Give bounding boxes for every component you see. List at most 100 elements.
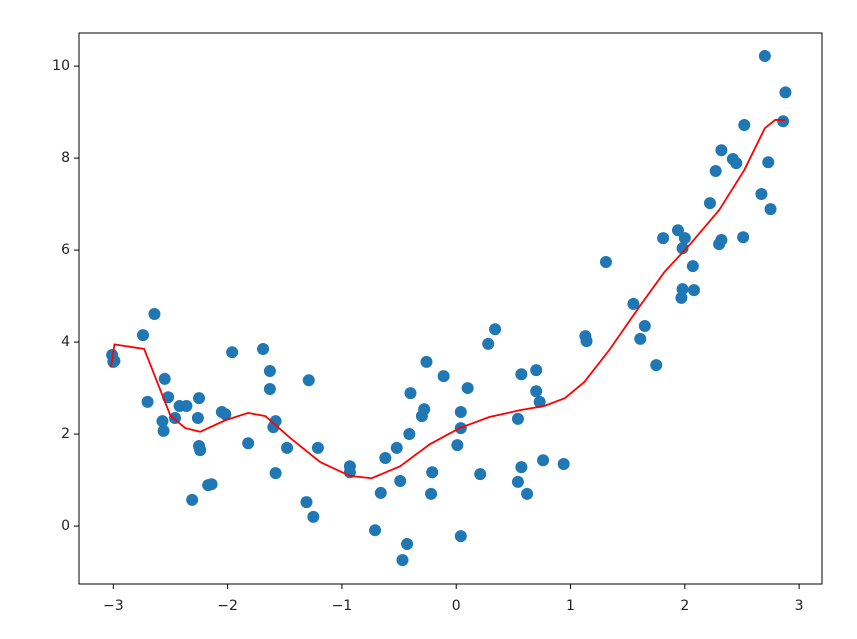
scatter-point bbox=[675, 291, 688, 304]
scatter-point bbox=[461, 382, 474, 395]
scatter-point bbox=[715, 233, 728, 246]
y-tick-label: 10 bbox=[52, 58, 70, 74]
scatter-point bbox=[374, 486, 387, 499]
scatter-point bbox=[180, 400, 193, 413]
scatter-point bbox=[730, 157, 743, 170]
x-tick-label: 1 bbox=[566, 598, 575, 614]
scatter-point bbox=[418, 403, 431, 416]
scatter-point bbox=[650, 359, 663, 372]
scatter-point bbox=[394, 474, 407, 487]
scatter-point bbox=[758, 49, 771, 62]
scatter-point bbox=[671, 224, 684, 237]
scatter-point bbox=[638, 319, 651, 332]
scatter-point bbox=[779, 86, 792, 99]
scatter-point bbox=[269, 467, 282, 480]
scatter-point bbox=[137, 329, 150, 342]
scatter-point bbox=[157, 424, 170, 437]
scatter-point bbox=[676, 283, 689, 296]
scatter-point bbox=[307, 510, 320, 523]
scatter-point bbox=[302, 374, 315, 387]
scatter-point bbox=[533, 395, 546, 408]
scatter-point bbox=[267, 421, 280, 434]
scatter-point bbox=[451, 439, 464, 452]
scatter-point bbox=[263, 365, 276, 378]
x-tick-label: 0 bbox=[452, 598, 461, 614]
y-tick-label: 6 bbox=[61, 242, 70, 258]
scatter-point bbox=[379, 451, 392, 464]
x-tick-label: −3 bbox=[103, 598, 124, 614]
scatter-point bbox=[530, 385, 543, 398]
scatter-point bbox=[242, 437, 255, 450]
scatter-point bbox=[557, 457, 570, 470]
scatter-point bbox=[108, 354, 121, 367]
scatter-point bbox=[703, 197, 716, 210]
scatter-point bbox=[482, 337, 495, 350]
x-tick-label: 3 bbox=[795, 598, 804, 614]
scatter-point bbox=[489, 323, 502, 336]
scatter-point bbox=[678, 232, 691, 245]
scatter-point bbox=[474, 468, 487, 481]
scatter-point bbox=[401, 537, 414, 550]
scatter-point bbox=[634, 332, 647, 345]
scatter-point bbox=[515, 461, 528, 474]
scatter-point bbox=[426, 466, 439, 479]
scatter-point bbox=[537, 454, 550, 467]
scatter-point bbox=[599, 256, 612, 269]
scatter-point bbox=[437, 370, 450, 383]
x-tick-label: −2 bbox=[217, 598, 238, 614]
y-tick-label: 8 bbox=[61, 150, 70, 166]
scatter-point bbox=[425, 487, 438, 500]
scatter-point bbox=[226, 346, 239, 359]
scatter-point bbox=[148, 308, 161, 321]
scatter-point bbox=[521, 487, 534, 500]
scatter-point bbox=[300, 496, 313, 509]
y-tick-label: 2 bbox=[61, 426, 70, 442]
scatter-point bbox=[762, 156, 775, 169]
scatter-point bbox=[764, 203, 777, 216]
scatter-point bbox=[141, 395, 154, 408]
scatter-point bbox=[194, 444, 207, 457]
scatter-point bbox=[158, 372, 171, 385]
scatter-point bbox=[686, 260, 699, 273]
scatter-point bbox=[709, 164, 722, 177]
scatter-point bbox=[515, 368, 528, 381]
scatter-point bbox=[369, 524, 382, 537]
scatter-point bbox=[390, 441, 403, 454]
x-tick-label: −1 bbox=[332, 598, 353, 614]
scatter-point bbox=[281, 441, 294, 454]
scatter-point bbox=[676, 242, 689, 255]
scatter-point bbox=[205, 478, 218, 491]
scatter-point bbox=[627, 297, 640, 310]
scatter-point bbox=[511, 475, 524, 488]
y-tick-label: 4 bbox=[61, 334, 70, 350]
scatter-point bbox=[454, 405, 467, 418]
y-tick-label: 0 bbox=[61, 518, 70, 534]
scatter-point bbox=[738, 118, 751, 131]
scatter-point bbox=[687, 284, 700, 297]
scatter-point bbox=[186, 493, 199, 506]
scatter-point bbox=[580, 335, 593, 348]
x-tick-label: 2 bbox=[680, 598, 689, 614]
scatter-point bbox=[311, 441, 324, 454]
scatter-point bbox=[454, 530, 467, 543]
scatter-point bbox=[530, 364, 543, 377]
scatter-point bbox=[156, 415, 169, 428]
scatter-point bbox=[396, 554, 409, 567]
axes-frame bbox=[78, 32, 823, 585]
scatter-point bbox=[404, 387, 417, 400]
scatter-point bbox=[755, 187, 768, 200]
scatter-point bbox=[777, 115, 790, 128]
scatter-point bbox=[715, 144, 728, 157]
scatter-point bbox=[219, 408, 232, 421]
scatter-point bbox=[257, 342, 270, 355]
fit-line bbox=[110, 119, 786, 480]
scatter-point bbox=[420, 355, 433, 368]
scatter-point bbox=[511, 412, 524, 425]
scatter-point bbox=[191, 411, 204, 424]
scatter-point bbox=[263, 382, 276, 395]
scatter-point bbox=[737, 231, 750, 244]
scatter-point bbox=[403, 428, 416, 441]
scatter-point bbox=[193, 392, 206, 405]
scatter-point bbox=[657, 232, 670, 245]
